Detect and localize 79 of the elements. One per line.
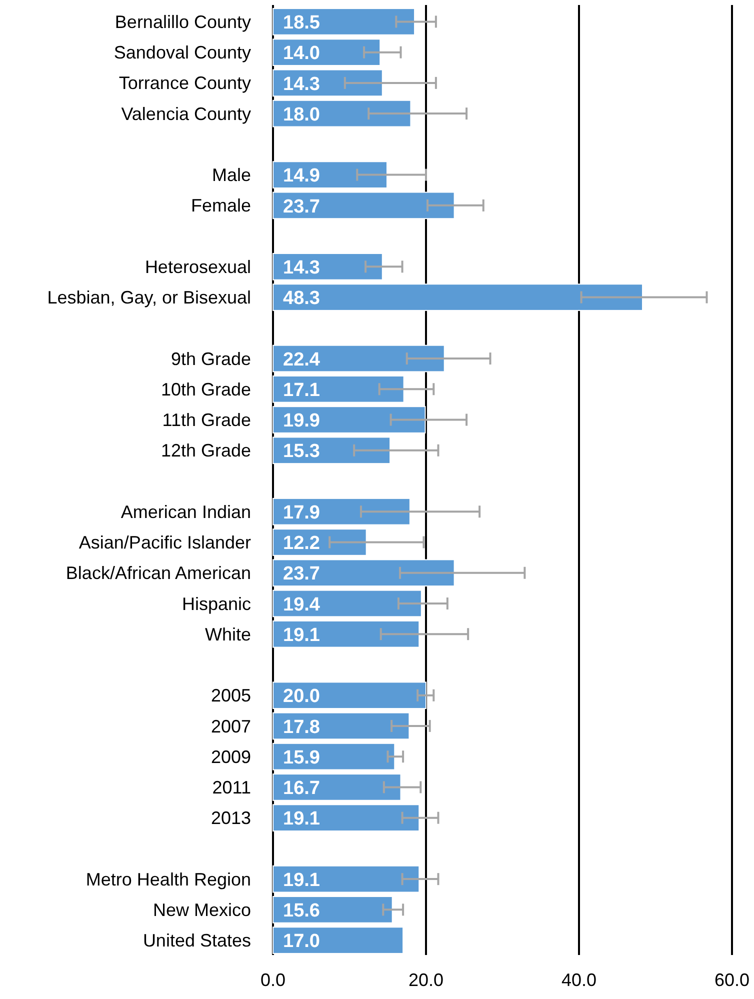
y-tick-label: United States xyxy=(142,930,251,951)
y-tick-label: 2013 xyxy=(210,808,251,828)
bar xyxy=(272,161,388,188)
bar xyxy=(272,100,412,128)
y-tick-label: Torrance County xyxy=(118,73,251,94)
data-label: 48.3 xyxy=(283,288,320,310)
bar xyxy=(272,528,367,556)
y-tick-label: Female xyxy=(190,196,251,216)
y-tick-label: 11th Grade xyxy=(162,410,251,430)
x-tick-label: 60.0 xyxy=(714,970,750,990)
y-tick-label: 2005 xyxy=(210,686,251,706)
bar xyxy=(272,252,383,280)
data-label: 17.0 xyxy=(283,931,320,952)
bar xyxy=(272,896,393,924)
y-tick-label: Bernalillo County xyxy=(114,12,251,32)
data-label: 17.8 xyxy=(283,716,320,738)
data-label: 23.7 xyxy=(283,196,320,218)
y-tick-label: Sandoval County xyxy=(114,42,251,63)
y-tick-label: Hispanic xyxy=(182,594,251,614)
data-label: 20.0 xyxy=(283,686,320,708)
bar xyxy=(272,926,404,954)
y-tick-label: Valencia County xyxy=(121,104,251,124)
data-label: 23.7 xyxy=(283,564,320,585)
y-tick-label: 9th Grade xyxy=(170,348,251,369)
data-label: 14.3 xyxy=(283,258,320,278)
data-label: 12.2 xyxy=(283,533,320,554)
data-label: 19.9 xyxy=(283,410,320,432)
x-tick-label: 20.0 xyxy=(408,970,444,990)
data-label: 18.0 xyxy=(283,104,320,126)
data-label: 15.6 xyxy=(283,900,320,922)
bar xyxy=(272,682,426,710)
bar xyxy=(272,559,455,587)
x-tick-label: 40.0 xyxy=(561,970,597,990)
data-label: 14.3 xyxy=(283,74,320,95)
data-label: 16.7 xyxy=(283,778,320,800)
data-label: 15.9 xyxy=(283,747,320,768)
data-label: 19.1 xyxy=(283,870,320,891)
bar xyxy=(272,590,422,618)
y-tick-label: White xyxy=(204,624,251,644)
y-tick-label: 2009 xyxy=(210,746,251,767)
bar xyxy=(272,406,426,434)
data-label: 19.1 xyxy=(283,624,320,646)
bar xyxy=(272,498,410,526)
data-label: 18.5 xyxy=(283,12,320,34)
y-tick-label: Asian/Pacific Islander xyxy=(78,532,251,553)
bar xyxy=(272,344,445,372)
y-tick-label: 10th Grade xyxy=(160,379,251,400)
y-tick-label: 2007 xyxy=(210,716,251,736)
data-label: 19.1 xyxy=(283,808,320,830)
y-tick-label: 12th Grade xyxy=(160,440,251,461)
bar xyxy=(272,774,402,801)
bar xyxy=(272,865,420,893)
bar xyxy=(272,436,391,464)
data-label: 19.4 xyxy=(283,594,320,616)
y-tick-label: Lesbian, Gay, or Bisexual xyxy=(47,288,251,308)
y-tick-label: Male xyxy=(212,165,251,186)
x-tick-label: 0.0 xyxy=(260,970,286,990)
data-label: 22.4 xyxy=(283,349,320,370)
data-label: 15.3 xyxy=(283,441,320,462)
bar xyxy=(272,284,643,311)
data-label: 17.1 xyxy=(283,380,320,401)
bar xyxy=(272,375,404,403)
bar xyxy=(272,804,420,832)
y-tick-label: 2011 xyxy=(212,778,251,798)
bar xyxy=(272,742,396,770)
y-tick-label: American Indian xyxy=(120,502,251,522)
bar xyxy=(272,192,455,220)
bar xyxy=(272,69,383,97)
y-tick-label: New Mexico xyxy=(152,900,251,920)
data-label: 14.0 xyxy=(283,43,320,64)
bar xyxy=(272,8,416,36)
y-tick-label: Black/African American xyxy=(66,563,251,584)
bar xyxy=(272,620,420,648)
y-tick-label: Heterosexual xyxy=(144,256,251,277)
data-label: 17.9 xyxy=(283,502,320,524)
y-tick-label: Metro Health Region xyxy=(86,869,251,890)
bar xyxy=(272,38,381,66)
data-label: 14.9 xyxy=(283,166,320,187)
bar xyxy=(272,712,410,740)
